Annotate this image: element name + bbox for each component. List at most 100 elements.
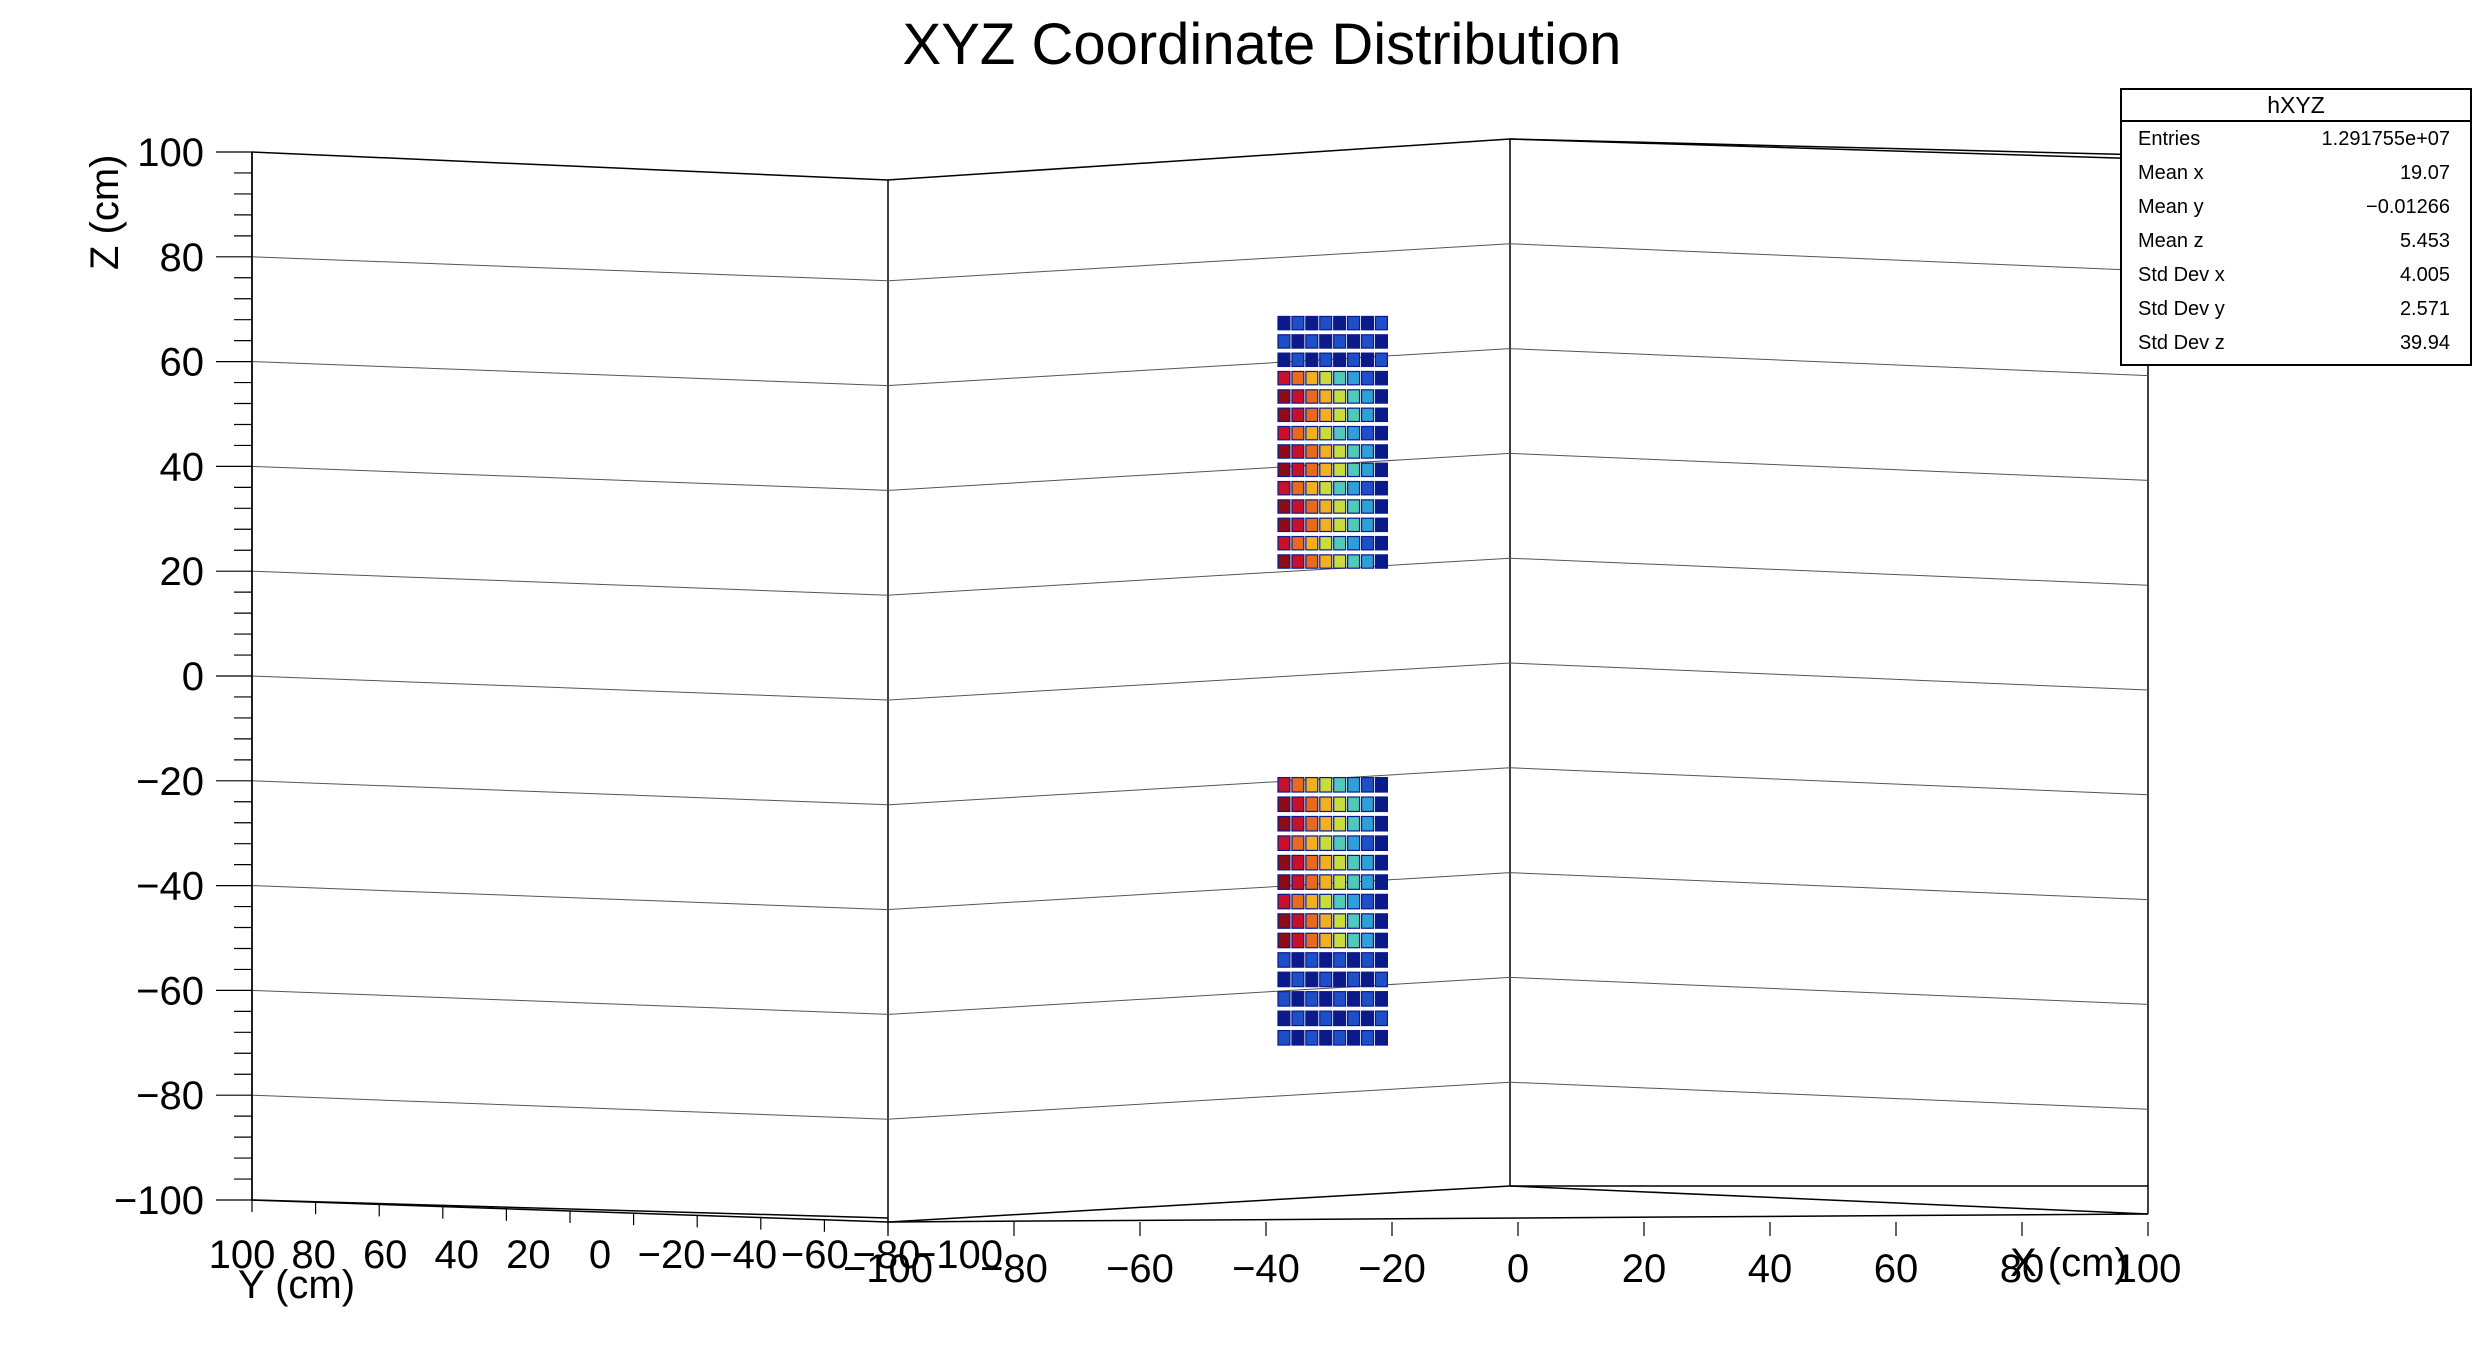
lego-box [1319, 370, 1333, 386]
lego-box [1333, 407, 1347, 423]
lego-box [1277, 425, 1291, 441]
stats-label: Std Dev y [2138, 298, 2225, 320]
x-tick-label: 0 [1507, 1247, 1529, 1291]
lego-box [1360, 874, 1375, 890]
lego-box [1333, 854, 1347, 871]
lego-box [1277, 971, 1291, 988]
lego-box [1291, 444, 1305, 459]
lego-box [1347, 991, 1361, 1007]
lego-box [1277, 932, 1291, 949]
lego-box [1305, 1010, 1319, 1027]
z-axis-label: Z (cm) [83, 154, 127, 270]
lego-box [1291, 370, 1305, 386]
stats-value: 5.453 [2399, 230, 2450, 252]
frame-edge [251, 1199, 889, 1219]
x-tick-label: −40 [1232, 1247, 1300, 1291]
lego-box [1277, 815, 1291, 832]
stats-label: Mean x [2138, 162, 2204, 184]
lego-box [1347, 444, 1361, 459]
z-tick-label: 60 [160, 341, 205, 385]
lego-box [1319, 815, 1333, 832]
stats-label: Std Dev z [2138, 332, 2225, 354]
z-grid-line [251, 976, 2149, 1015]
stats-row: Std Dev x 4.005 [2122, 258, 2470, 292]
lego-box [1374, 893, 1388, 910]
lego-box [1360, 462, 1375, 478]
x-axis: −100 −80 −60 −40 −20 0 20 40 60 80 100 [843, 1213, 2181, 1291]
y-axis-label: Y (cm) [238, 1263, 355, 1307]
lego-box [1360, 389, 1375, 404]
lego-box [1360, 480, 1375, 496]
lego-box [1360, 334, 1375, 349]
lego-box [1333, 815, 1347, 832]
lego-box [1305, 932, 1319, 949]
stats-label: Std Dev x [2138, 264, 2225, 286]
lego-box [1333, 444, 1347, 459]
y-tick-label: −20 [638, 1233, 706, 1277]
lego-box [1374, 370, 1388, 386]
lego-box [1305, 480, 1319, 496]
lego-box [1360, 554, 1375, 569]
lego-box [1291, 835, 1305, 852]
lego-box [1347, 535, 1361, 551]
x-tick-label: 40 [1748, 1247, 1793, 1291]
stats-box: hXYZ Entries 1.291755e+07 Mean x 19.07 Mean … [2120, 88, 2472, 366]
lego-box [1347, 334, 1361, 349]
lego-box [1319, 952, 1333, 968]
lego-box [1305, 991, 1319, 1007]
z-grid-line [251, 872, 2149, 911]
y-tick-label: −60 [781, 1233, 849, 1277]
lego-box [1333, 462, 1347, 478]
lego-box [1360, 535, 1375, 551]
lego-box [1319, 499, 1333, 514]
lego-box [1374, 991, 1388, 1007]
x-tick-label: −20 [1358, 1247, 1426, 1291]
lego-box [1360, 991, 1375, 1007]
lego-box [1277, 913, 1291, 929]
x-tick-label: 60 [1874, 1247, 1919, 1291]
lego-box [1305, 499, 1319, 514]
frame-edge [1509, 1185, 2149, 1215]
z-tick-label: −100 [114, 1179, 204, 1223]
frame-edge [251, 151, 889, 181]
lego-box [1360, 407, 1375, 423]
lego-box [1374, 874, 1388, 890]
lego-box [1347, 407, 1361, 423]
lego-box [1347, 1010, 1361, 1027]
lego-box [1374, 776, 1388, 793]
lego-box [1374, 425, 1388, 441]
lego-box [1333, 991, 1347, 1007]
y-tick-label: 20 [506, 1233, 551, 1277]
lego-box [1291, 991, 1305, 1007]
lego-box [1374, 480, 1388, 496]
lego-box [1305, 535, 1319, 551]
lego-box [1319, 334, 1333, 349]
lego-box [1360, 835, 1375, 852]
lego-box [1347, 425, 1361, 441]
lego-box [1291, 776, 1305, 793]
lego-box [1319, 796, 1333, 813]
lego-box [1374, 971, 1388, 988]
lego-box [1291, 407, 1305, 423]
lego-box [1333, 776, 1347, 793]
z-tick-label: 40 [160, 445, 205, 489]
lego-box [1291, 462, 1305, 478]
lego-box [1360, 1010, 1375, 1027]
lego-box [1277, 334, 1291, 349]
lego-box [1291, 554, 1305, 569]
lego-box [1333, 425, 1347, 441]
lego-box [1347, 462, 1361, 478]
lego-boxes [1277, 315, 1388, 1046]
x-tick-label: −60 [1106, 1247, 1174, 1291]
lego-box [1360, 499, 1375, 514]
lego-box [1319, 352, 1333, 368]
lego-box [1305, 352, 1319, 368]
lego-box [1319, 991, 1333, 1007]
lego-box [1360, 444, 1375, 459]
lego-box [1319, 776, 1333, 793]
lego-box [1305, 776, 1319, 793]
frame-edge [1509, 138, 2149, 156]
stats-value: 19.07 [2399, 162, 2450, 184]
lego-box [1291, 480, 1305, 496]
